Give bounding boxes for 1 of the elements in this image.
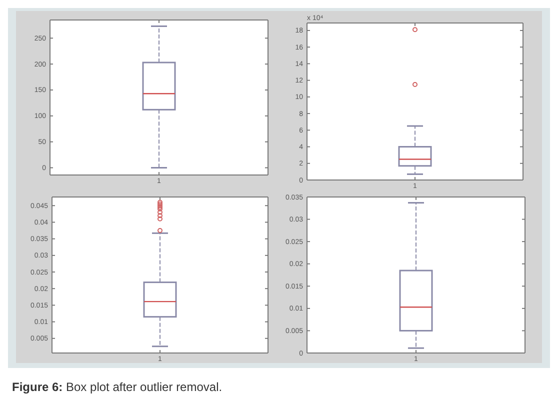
caption: Figure 6: Box plot after outlier removal.: [12, 380, 222, 394]
